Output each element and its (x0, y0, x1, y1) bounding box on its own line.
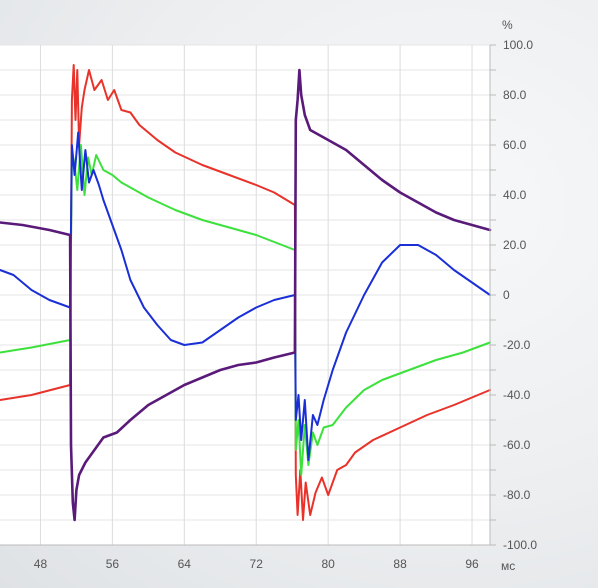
series-line-purple (0, 68, 492, 522)
x-tick-label: 56 (106, 557, 120, 571)
y-tick-label: -100.0 (503, 538, 537, 552)
x-tick-label: 48 (34, 557, 48, 571)
y-tick-label: -40.0 (503, 388, 531, 402)
y-tick-label: -80.0 (503, 488, 531, 502)
x-tick-label: 96 (465, 557, 479, 571)
x-axis-unit-label: мс (501, 559, 515, 573)
y-axis-unit-label: % (502, 18, 513, 32)
y-tick-label: 100.0 (503, 38, 533, 52)
series-line-blue (0, 131, 491, 461)
y-tick-label: 40.0 (503, 188, 527, 202)
gridlines (0, 44, 490, 546)
y-tick-label: 60.0 (503, 138, 527, 152)
series-line-green (0, 144, 491, 476)
y-tick-label: 20.0 (503, 238, 527, 252)
x-tick-label: 80 (321, 557, 335, 571)
y-tick-label: 0 (503, 288, 510, 302)
x-tick-label: 64 (178, 557, 192, 571)
x-tick-label: 88 (393, 557, 407, 571)
y-tick-label: -60.0 (503, 438, 531, 452)
x-tick-label: 72 (250, 557, 264, 571)
y-tick-label: -20.0 (503, 338, 531, 352)
axes: 100.0 80.0 60.0 40.0 20.0 0 -20.0 -40.0 -60.0 -80… (0, 38, 537, 571)
y-tick-label: 80.0 (503, 88, 527, 102)
series-group (0, 64, 492, 522)
